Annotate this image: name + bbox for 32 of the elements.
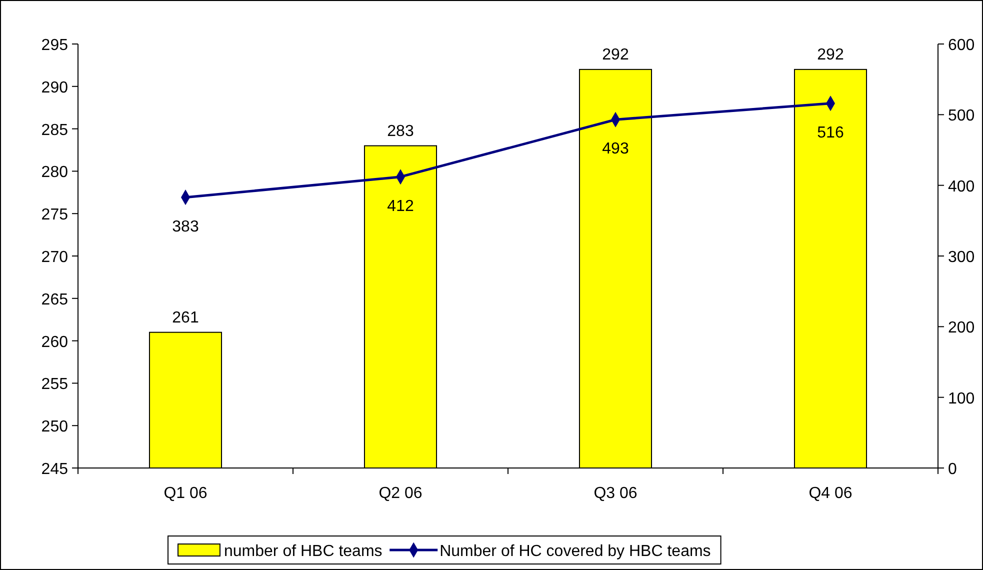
data-label: 412 [387, 198, 414, 215]
y-tick-label: 270 [41, 249, 68, 266]
y-tick-label: 285 [41, 122, 68, 139]
x-tick-label: Q2 06 [378, 485, 422, 502]
data-label: 261 [172, 309, 199, 326]
y-tick-label: 295 [41, 37, 68, 54]
data-label: 516 [817, 124, 844, 142]
data-label: 292 [817, 46, 844, 64]
legend-label: Number of HC covered by HBC teams [440, 543, 711, 560]
y2-tick-label: 300 [948, 249, 975, 266]
y-tick-label: 290 [41, 79, 68, 96]
y-tick-label: 265 [41, 291, 68, 308]
legend-label: number of HBC teams [224, 543, 382, 560]
data-label: 493 [602, 140, 629, 158]
y-tick-label: 280 [41, 164, 68, 182]
y2-tick-label: 600 [948, 37, 975, 54]
y2-tick-label: 100 [948, 390, 975, 408]
y2-tick-label: 500 [948, 108, 975, 125]
y2-tick-label: 0 [948, 461, 957, 478]
x-tick-label: Q4 06 [808, 485, 852, 502]
y-tick-label: 275 [41, 206, 68, 224]
y2-tick-label: 400 [948, 178, 975, 196]
x-tick-label: Q3 06 [594, 485, 638, 502]
y-tick-label: 250 [41, 418, 68, 436]
data-label: 292 [602, 46, 629, 64]
x-tick-label: Q1 06 [164, 485, 208, 502]
data-label: 383 [172, 218, 199, 236]
y-tick-label: 245 [41, 461, 68, 478]
data-label: 283 [387, 122, 414, 140]
y-tick-label: 255 [41, 376, 68, 394]
y2-tick-label: 200 [948, 320, 975, 337]
y-tick-label: 260 [41, 334, 68, 351]
